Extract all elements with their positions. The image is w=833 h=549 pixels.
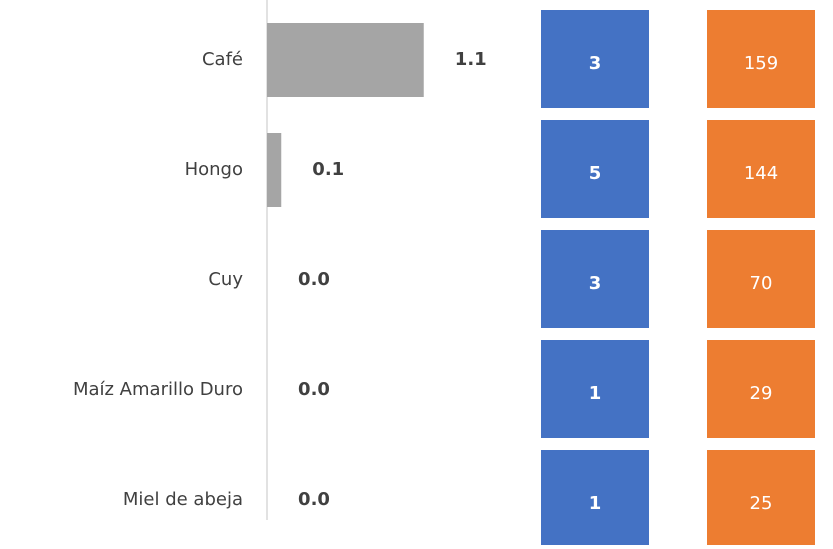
- count-label: 5: [589, 163, 602, 184]
- count-box: [541, 10, 649, 108]
- value-label: 0.1: [312, 159, 344, 180]
- count-box: [707, 10, 815, 108]
- category-label: Miel de abeja: [123, 489, 243, 510]
- count-label: 144: [744, 163, 778, 184]
- bar: [267, 133, 282, 207]
- count-box: [541, 340, 649, 438]
- count-box: [707, 450, 815, 548]
- count-label: 25: [750, 493, 773, 514]
- category-label: Cuy: [208, 269, 243, 290]
- count-label: 29: [750, 383, 773, 404]
- category-label: Hongo: [185, 159, 243, 180]
- category-label: Café: [202, 49, 243, 70]
- count-box: [707, 340, 815, 438]
- value-label: 1.1: [455, 49, 487, 70]
- count-label: 1: [589, 383, 602, 404]
- count-label: 3: [589, 273, 602, 294]
- value-label: 0.0: [298, 269, 330, 290]
- count-box: [707, 120, 815, 218]
- count-label: 70: [750, 273, 773, 294]
- category-label: Maíz Amarillo Duro: [73, 379, 243, 400]
- count-box: [707, 230, 815, 328]
- bar: [267, 23, 424, 97]
- count-box: [541, 120, 649, 218]
- count-box: [541, 230, 649, 328]
- count-label: 159: [744, 53, 778, 74]
- count-label: 3: [589, 53, 602, 74]
- value-label: 0.0: [298, 489, 330, 510]
- value-label: 0.0: [298, 379, 330, 400]
- count-label: 1: [589, 493, 602, 514]
- count-box: [541, 450, 649, 548]
